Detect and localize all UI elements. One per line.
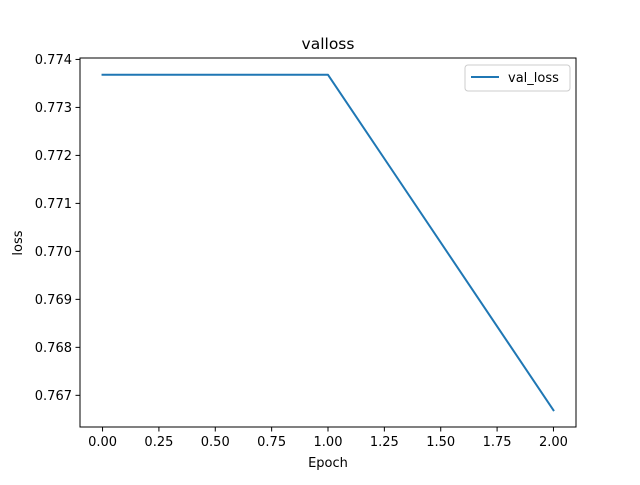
y-tick-label: 0.772	[35, 149, 72, 164]
x-tick-label: 0.25	[144, 435, 173, 450]
x-tick-label: 0.75	[257, 435, 286, 450]
x-tick-label: 1.50	[426, 435, 455, 450]
series-line-val-loss	[101, 73, 555, 412]
x-axis-label: Epoch	[308, 456, 348, 471]
y-tick-label: 0.768	[35, 341, 72, 356]
legend: val_loss	[464, 64, 571, 92]
x-tick-label: 0.00	[88, 435, 117, 450]
legend-label-val-loss: val_loss	[508, 71, 559, 86]
ticks-layer: 0.00 0.25 0.50 0.75 1.00 1.25 1.50 1.75 2.00 0.76…	[35, 53, 568, 450]
x-tick-label: 1.75	[483, 435, 512, 450]
y-tick-label: 0.769	[35, 293, 72, 308]
series-layer	[101, 73, 555, 412]
chart-title: valloss	[302, 35, 355, 53]
y-tick-label: 0.771	[35, 197, 72, 212]
x-tick-label: 1.25	[370, 435, 399, 450]
y-tick-label: 0.774	[35, 53, 72, 68]
x-tick-label: 1.00	[314, 435, 343, 450]
y-tick-label: 0.770	[35, 245, 72, 260]
y-tick-label: 0.767	[35, 389, 72, 404]
x-tick-label: 2.00	[539, 435, 568, 450]
y-tick-label: 0.773	[35, 101, 72, 116]
plot-area-frame	[79, 57, 577, 428]
x-tick-label: 0.50	[201, 435, 230, 450]
y-axis-label: loss	[11, 230, 26, 255]
legend-box	[464, 64, 571, 92]
